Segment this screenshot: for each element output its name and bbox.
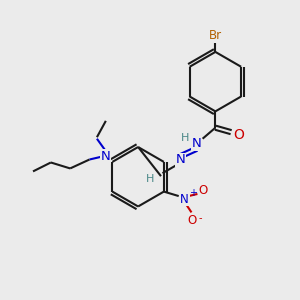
Text: Br: Br xyxy=(209,29,222,42)
Text: -: - xyxy=(199,213,202,224)
Text: N: N xyxy=(101,150,111,163)
Text: H: H xyxy=(146,173,154,184)
Text: N: N xyxy=(192,137,202,150)
Text: O: O xyxy=(198,184,207,196)
Text: O: O xyxy=(233,128,244,142)
Text: H: H xyxy=(181,133,189,142)
Text: N: N xyxy=(176,153,185,166)
Text: N: N xyxy=(180,193,189,206)
Text: O: O xyxy=(188,214,197,227)
Text: +: + xyxy=(189,188,197,198)
